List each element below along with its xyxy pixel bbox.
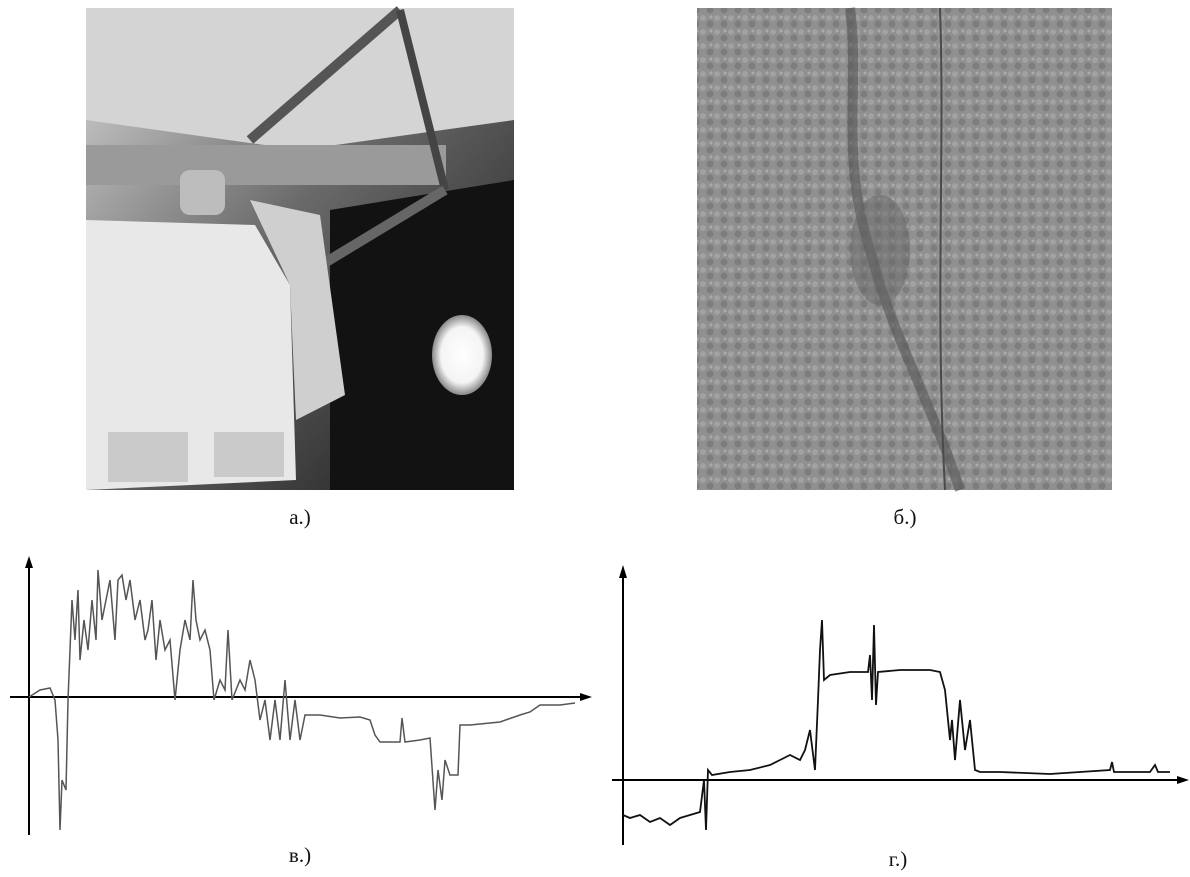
signal-plot-c: [10, 556, 592, 835]
panel-label: а.): [289, 505, 311, 529]
photo-b: [697, 7, 1112, 492]
panel-label: в.): [289, 843, 311, 867]
signal-plot-d: [612, 565, 1189, 845]
panel-label: б.): [894, 505, 917, 529]
panel-label: г.): [889, 847, 908, 871]
photo-a: [86, 6, 514, 490]
